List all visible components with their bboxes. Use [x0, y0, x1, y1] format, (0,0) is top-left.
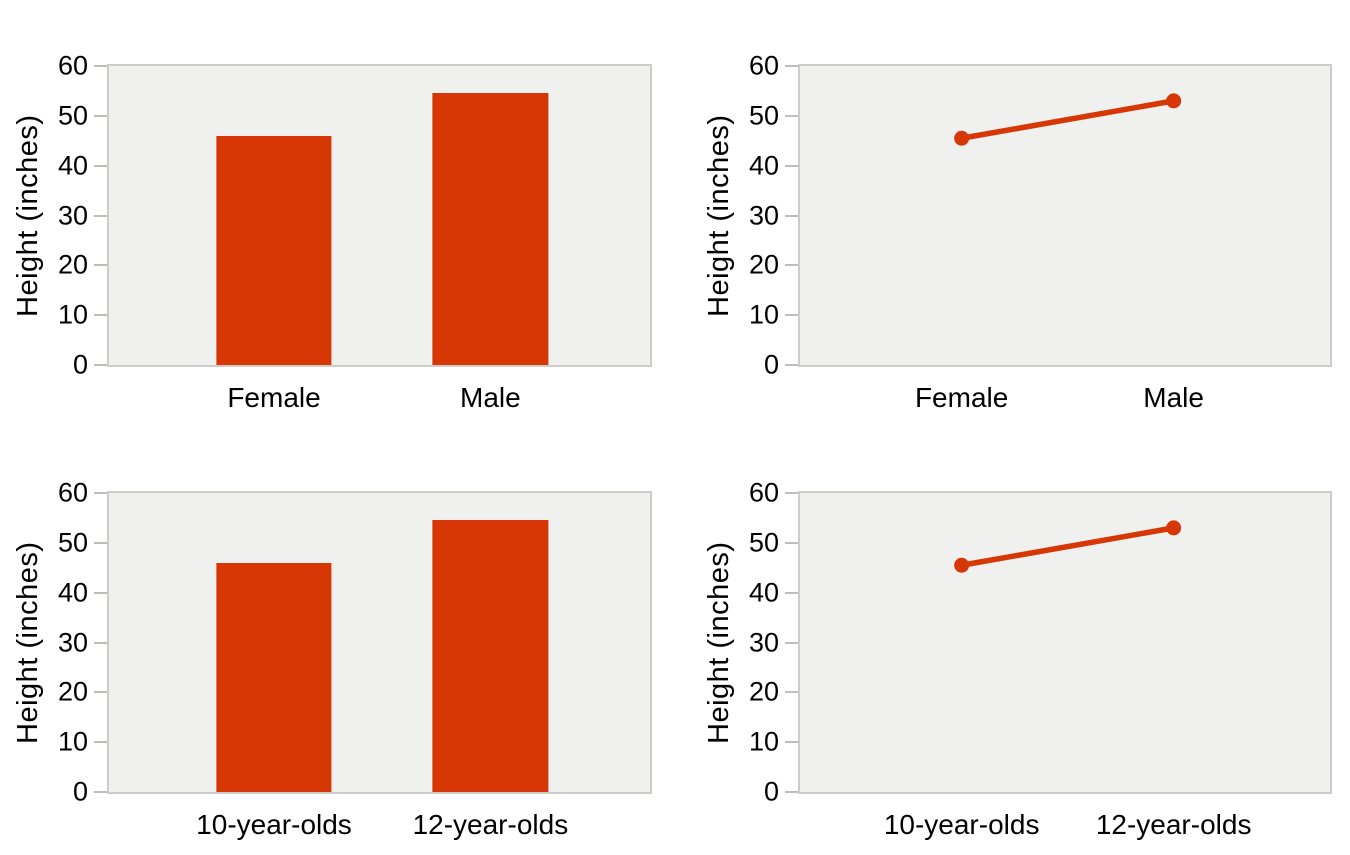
y-tick-mark: [785, 65, 798, 67]
y-tick-label: 30: [748, 200, 779, 230]
y-tick-label: 60: [57, 50, 88, 81]
y-tick-mark: [785, 492, 798, 494]
x-category-label: 12-year-olds: [1095, 809, 1252, 840]
y-axis-title: Height (inches): [703, 114, 735, 317]
y-tick-label: 10: [748, 726, 779, 757]
bar-12-year-olds: [432, 520, 548, 792]
x-category-label: Male: [460, 382, 521, 413]
data-point-12-year-olds: [1166, 520, 1182, 536]
y-axis-title: Height (inches): [12, 541, 44, 744]
y-tick-label: 10: [57, 726, 88, 757]
chart-panel-bar-gender: Height (inches) 0 10 20 30 40 50 60 Female Male: [0, 0, 675, 427]
bar-female: [216, 135, 332, 365]
chart-panel-line-age: Height (inches) 0 10 20 30 40 50 60 10-year-old…: [675, 427, 1350, 855]
y-tick-mark: [94, 791, 107, 793]
chart-panel-line-gender: Height (inches) 0 10 20 30 40 50 60 Female Male: [675, 0, 1350, 427]
plot-area: 0 10 20 30 40 50 60 10-year-olds 12-year-olds: [58, 479, 652, 839]
x-category-label: Female: [914, 382, 1009, 413]
y-tick-mark: [785, 164, 798, 167]
x-category-label: 10-year-olds: [883, 809, 1040, 840]
line-series: [954, 520, 1182, 573]
y-tick-mark: [94, 314, 107, 317]
y-tick-mark: [785, 591, 798, 594]
y-tick-mark: [785, 214, 798, 217]
x-category-label: 12-year-olds: [412, 809, 569, 840]
y-tick-mark: [94, 492, 107, 494]
x-category-label: Female: [227, 382, 321, 413]
y-tick-label: 50: [748, 100, 779, 131]
chart-panel-bar-age: Height (inches) 0 10 20 30 40 50 60 10-year-old…: [0, 427, 675, 855]
plot-area: 0 10 20 30 40 50 60 Female Male: [749, 52, 1332, 412]
data-point-female: [954, 130, 970, 146]
y-tick-mark: [94, 264, 107, 267]
y-tick-mark: [94, 541, 107, 544]
y-tick-label: 30: [748, 627, 779, 657]
y-tick-mark: [785, 691, 798, 694]
plot-area: 0 10 20 30 40 50 60 10-year-olds 12-year-olds: [749, 479, 1332, 839]
y-tick-label: 40: [57, 577, 88, 608]
y-tick-mark: [785, 541, 798, 544]
y-tick-label: 10: [57, 299, 88, 330]
y-tick-mark: [785, 364, 798, 366]
y-tick-mark: [94, 741, 107, 744]
y-tick-mark: [785, 741, 798, 744]
y-tick-label: 0: [72, 776, 88, 807]
y-tick-label: 0: [763, 776, 779, 807]
y-tick-label: 0: [72, 349, 88, 380]
y-tick-label: 30: [57, 200, 88, 230]
y-tick-label: 20: [748, 676, 779, 707]
y-tick-label: 60: [57, 477, 88, 508]
y-tick-label: 40: [748, 577, 779, 608]
y-tick-label: 50: [57, 527, 88, 558]
y-tick-label: 40: [57, 150, 88, 181]
plot-area: 0 10 20 30 40 50 60 Female Male: [58, 52, 652, 412]
y-tick-mark: [94, 214, 107, 217]
y-tick-label: 10: [748, 299, 779, 330]
line-series: [954, 93, 1182, 146]
y-tick-mark: [94, 114, 107, 117]
y-axis-title: Height (inches): [703, 541, 735, 744]
y-tick-label: 20: [57, 676, 88, 707]
data-point-10-year-olds: [954, 557, 970, 573]
bar-10-year-olds: [216, 562, 332, 792]
y-tick-label: 50: [57, 100, 88, 131]
bar-male: [432, 93, 548, 365]
y-tick-label: 60: [748, 477, 779, 508]
y-tick-mark: [785, 114, 798, 117]
y-tick-mark: [785, 791, 798, 793]
y-tick-mark: [94, 65, 107, 67]
y-axis-title: Height (inches): [12, 114, 44, 317]
y-tick-label: 60: [748, 50, 779, 81]
y-tick-mark: [94, 164, 107, 167]
y-tick-mark: [94, 591, 107, 594]
x-category-label: 10-year-olds: [196, 809, 352, 840]
y-tick-label: 20: [748, 249, 779, 280]
series-line: [958, 98, 1177, 142]
y-tick-label: 30: [57, 627, 88, 657]
series-line: [958, 525, 1177, 569]
x-category-label: Male: [1143, 382, 1204, 413]
y-tick-label: 0: [763, 349, 779, 380]
y-tick-mark: [785, 641, 798, 644]
y-tick-mark: [94, 691, 107, 694]
y-tick-label: 40: [748, 150, 779, 181]
y-tick-label: 20: [57, 249, 88, 280]
y-tick-mark: [94, 641, 107, 644]
data-point-male: [1166, 93, 1182, 109]
y-tick-label: 50: [748, 527, 779, 558]
y-tick-mark: [94, 364, 107, 366]
y-tick-mark: [785, 314, 798, 317]
y-tick-mark: [785, 264, 798, 267]
